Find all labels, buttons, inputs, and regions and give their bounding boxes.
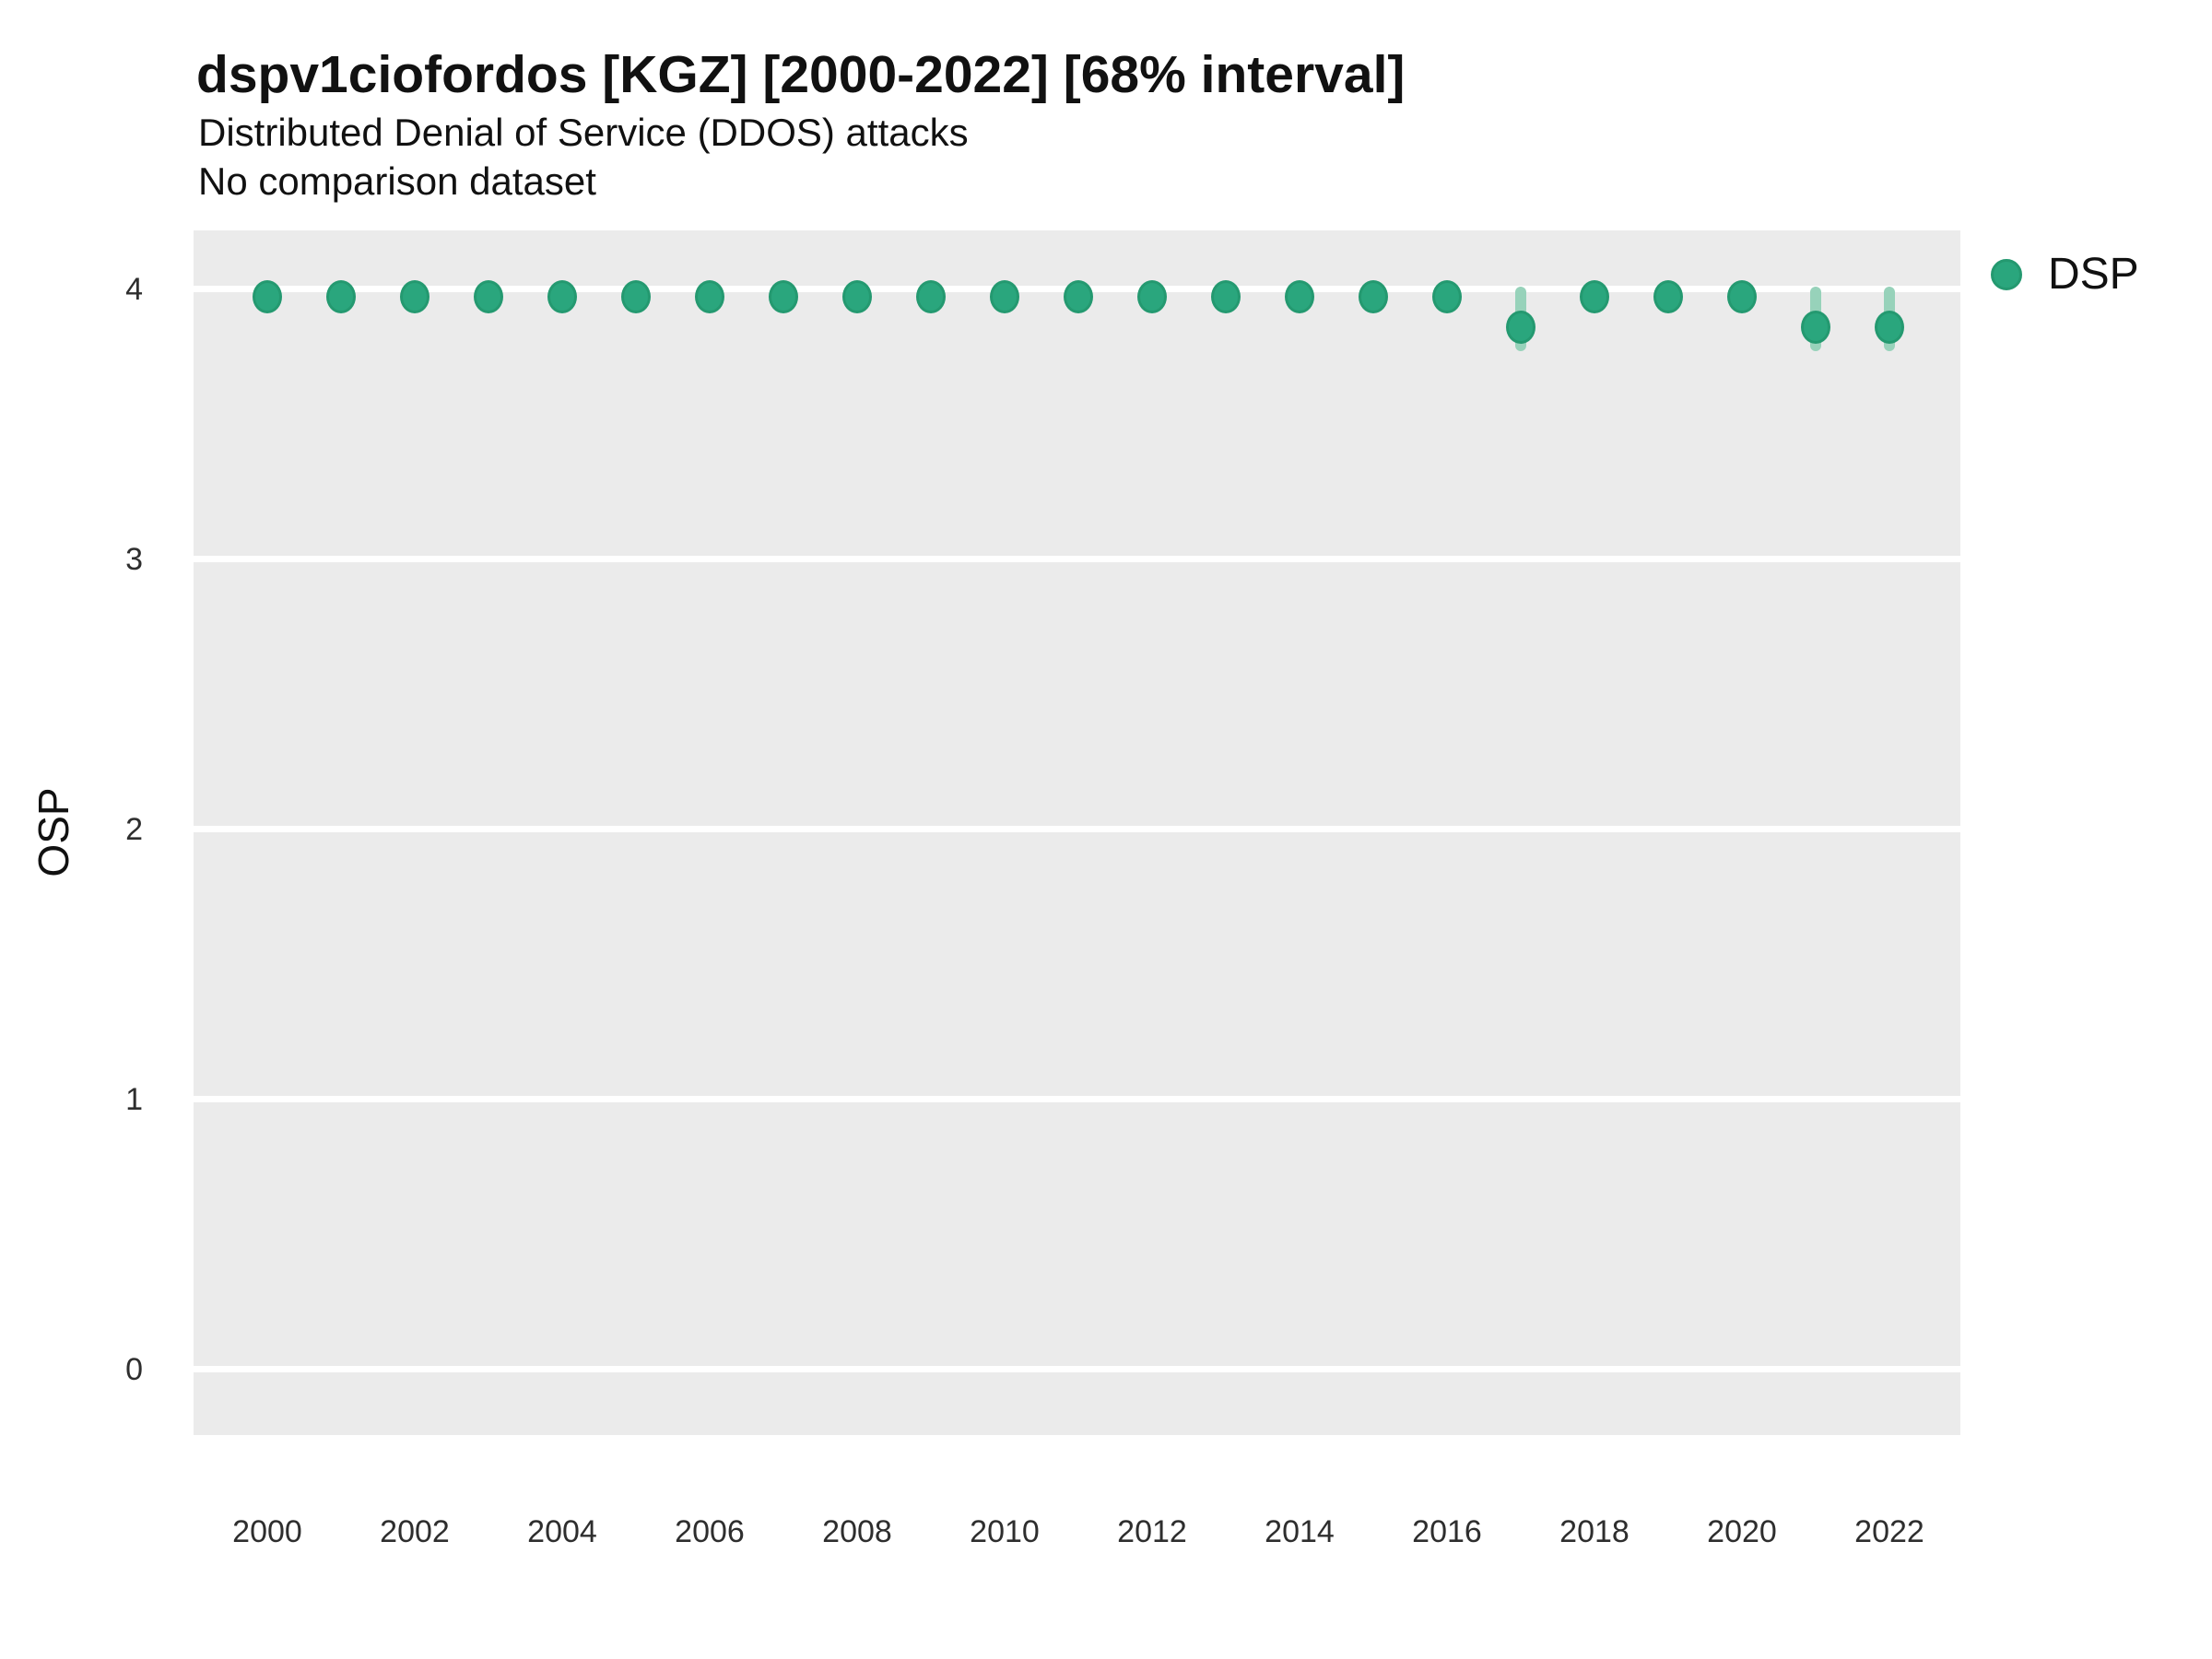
x-tick-label-2016: 2016 xyxy=(1412,1514,1482,1549)
data-point-2008 xyxy=(842,280,872,314)
chart-title: dspv1ciofordos [KGZ] [2000-2022] [68% in… xyxy=(196,45,1406,104)
data-point-2015 xyxy=(1359,280,1388,314)
data-point-2016 xyxy=(1432,280,1462,314)
legend-point-icon xyxy=(1991,258,2022,290)
plot-panel xyxy=(194,230,1960,1435)
data-point-2009 xyxy=(916,280,946,314)
x-tick-label-2006: 2006 xyxy=(675,1514,745,1549)
y-tick-label-1: 1 xyxy=(125,1081,143,1117)
gridline-y-0 xyxy=(194,1366,1960,1373)
x-tick-label-2004: 2004 xyxy=(527,1514,597,1549)
data-point-2018 xyxy=(1580,280,1609,314)
y-tick-label-4: 4 xyxy=(125,271,143,307)
legend-label: DSP xyxy=(2048,250,2139,299)
x-tick-label-2020: 2020 xyxy=(1707,1514,1777,1549)
x-tick-label-2000: 2000 xyxy=(232,1514,302,1549)
data-point-2007 xyxy=(769,280,798,314)
data-point-2022 xyxy=(1875,310,1904,344)
data-point-2003 xyxy=(474,280,503,314)
chart-note: No comparison dataset xyxy=(198,159,596,203)
data-point-2011 xyxy=(1064,280,1093,314)
x-tick-label-2012: 2012 xyxy=(1117,1514,1187,1549)
x-tick-label-2022: 2022 xyxy=(1854,1514,1924,1549)
gridline-y-3 xyxy=(194,556,1960,563)
data-point-2017 xyxy=(1506,310,1535,344)
data-point-2006 xyxy=(695,280,724,314)
data-point-2013 xyxy=(1211,280,1241,314)
x-tick-label-2002: 2002 xyxy=(380,1514,450,1549)
data-point-2000 xyxy=(253,280,282,314)
x-tick-label-2014: 2014 xyxy=(1265,1514,1335,1549)
chart-subtitle: Distributed Denial of Service (DDOS) att… xyxy=(198,111,969,154)
data-point-2001 xyxy=(326,280,356,314)
y-tick-label-0: 0 xyxy=(125,1351,143,1387)
data-point-2020 xyxy=(1727,280,1757,314)
data-point-2010 xyxy=(990,280,1019,314)
data-point-2012 xyxy=(1137,280,1167,314)
data-point-2004 xyxy=(547,280,577,314)
data-point-2005 xyxy=(621,280,651,314)
x-tick-label-2010: 2010 xyxy=(970,1514,1040,1549)
x-tick-label-2018: 2018 xyxy=(1559,1514,1630,1549)
legend: DSP xyxy=(1991,249,2139,300)
y-tick-label-2: 2 xyxy=(125,811,143,847)
data-point-2019 xyxy=(1653,280,1683,314)
data-point-2002 xyxy=(400,280,429,314)
data-point-2014 xyxy=(1285,280,1314,314)
x-tick-label-2008: 2008 xyxy=(822,1514,892,1549)
gridline-y-1 xyxy=(194,1096,1960,1103)
y-tick-label-3: 3 xyxy=(125,541,143,577)
gridline-y-2 xyxy=(194,826,1960,833)
data-point-2021 xyxy=(1801,310,1830,344)
